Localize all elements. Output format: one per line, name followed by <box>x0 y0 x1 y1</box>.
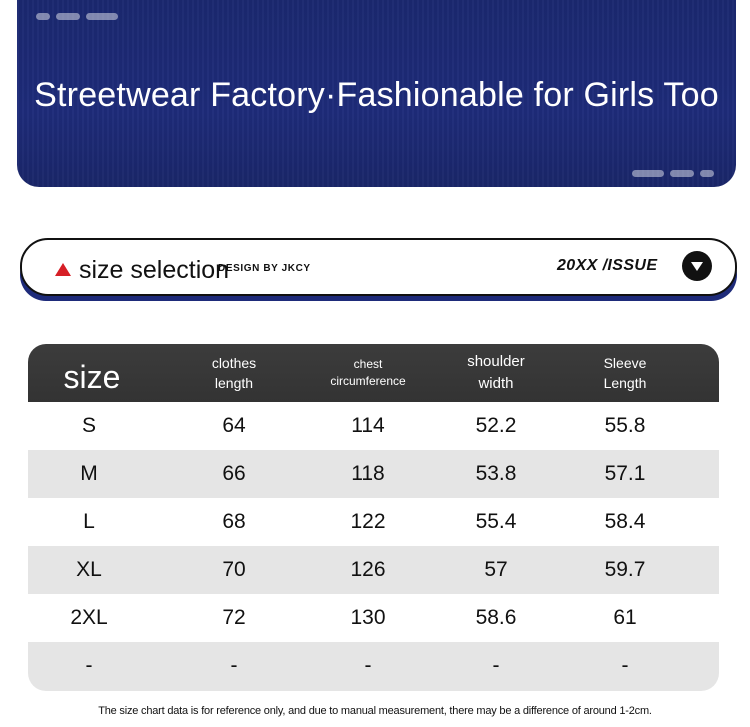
header-shoulder-width: shoulder width <box>467 353 525 392</box>
cell-chest: 118 <box>351 462 385 485</box>
red-triangle-icon <box>55 263 71 276</box>
cell-size: S <box>81 414 96 437</box>
cell-shoulder: - <box>492 654 500 677</box>
decorative-dashes-bottom-right <box>632 170 714 177</box>
cell-sleeve: - <box>621 654 629 677</box>
cell-shoulder: 55.4 <box>475 510 517 533</box>
header-banner: Streetwear Factory·Fashionable for Girls… <box>17 0 736 187</box>
cell-size: - <box>85 654 93 677</box>
header-size: size <box>63 358 121 395</box>
table-row: S 64 114 52.2 55.8 <box>28 402 719 450</box>
cell-clothes-length: 72 <box>222 606 246 629</box>
banner-title: Streetwear Factory·Fashionable for Girls… <box>34 76 719 114</box>
cell-chest: 130 <box>350 606 386 629</box>
cell-shoulder: 52.2 <box>475 414 517 437</box>
cell-clothes-length: 64 <box>222 414 246 437</box>
cell-clothes-length: 70 <box>222 558 246 581</box>
table-row: - - - - - <box>28 642 719 691</box>
design-credit: DESIGN BY JKCY <box>218 263 311 274</box>
cell-sleeve: 61 <box>613 606 637 629</box>
footnote: The size chart data is for reference onl… <box>98 705 652 717</box>
cell-chest: 122 <box>350 510 386 533</box>
cell-clothes-length: 68 <box>222 510 246 533</box>
table-row: XL 70 126 57 59.7 <box>28 546 719 594</box>
decorative-dashes-top-left <box>36 13 118 20</box>
header-sleeve-length: Sleeve Length <box>603 354 647 391</box>
header-clothes-length: clothes length <box>211 354 257 391</box>
cell-clothes-length: 66 <box>222 462 246 485</box>
cell-size: 2XL <box>70 606 108 629</box>
cell-clothes-length: - <box>230 654 238 677</box>
header-chest-circumference: chest circumference <box>330 356 406 388</box>
chevron-down-circle-icon[interactable] <box>682 251 712 281</box>
cell-sleeve: 57.1 <box>604 462 646 485</box>
cell-shoulder: 57 <box>484 558 508 581</box>
cell-size: L <box>83 510 95 533</box>
size-chart-table: size clothes length chest circumference … <box>28 344 719 691</box>
size-selection-title: size selection <box>79 256 230 284</box>
cell-chest: 126 <box>350 558 386 581</box>
table-row: L 68 122 55.4 58.4 <box>28 498 719 546</box>
cell-size: XL <box>76 558 102 581</box>
table-header: size clothes length chest circumference … <box>28 344 719 402</box>
cell-size: M <box>80 462 98 485</box>
cell-shoulder: 58.6 <box>475 606 517 629</box>
size-selection-bar: size selection DESIGN BY JKCY 20XX /ISSU… <box>20 238 737 296</box>
table-row: M 66 118 53.8 57.1 <box>28 450 719 498</box>
issue-label: 20XX /ISSUE <box>557 257 658 274</box>
table-row: 2XL 72 130 58.6 61 <box>28 594 719 642</box>
cell-sleeve: 58.4 <box>604 510 646 533</box>
cell-chest: - <box>364 654 372 677</box>
cell-shoulder: 53.8 <box>475 462 517 485</box>
cell-chest: 114 <box>351 414 385 437</box>
cell-sleeve: 55.8 <box>604 414 646 437</box>
cell-sleeve: 59.7 <box>604 558 646 581</box>
